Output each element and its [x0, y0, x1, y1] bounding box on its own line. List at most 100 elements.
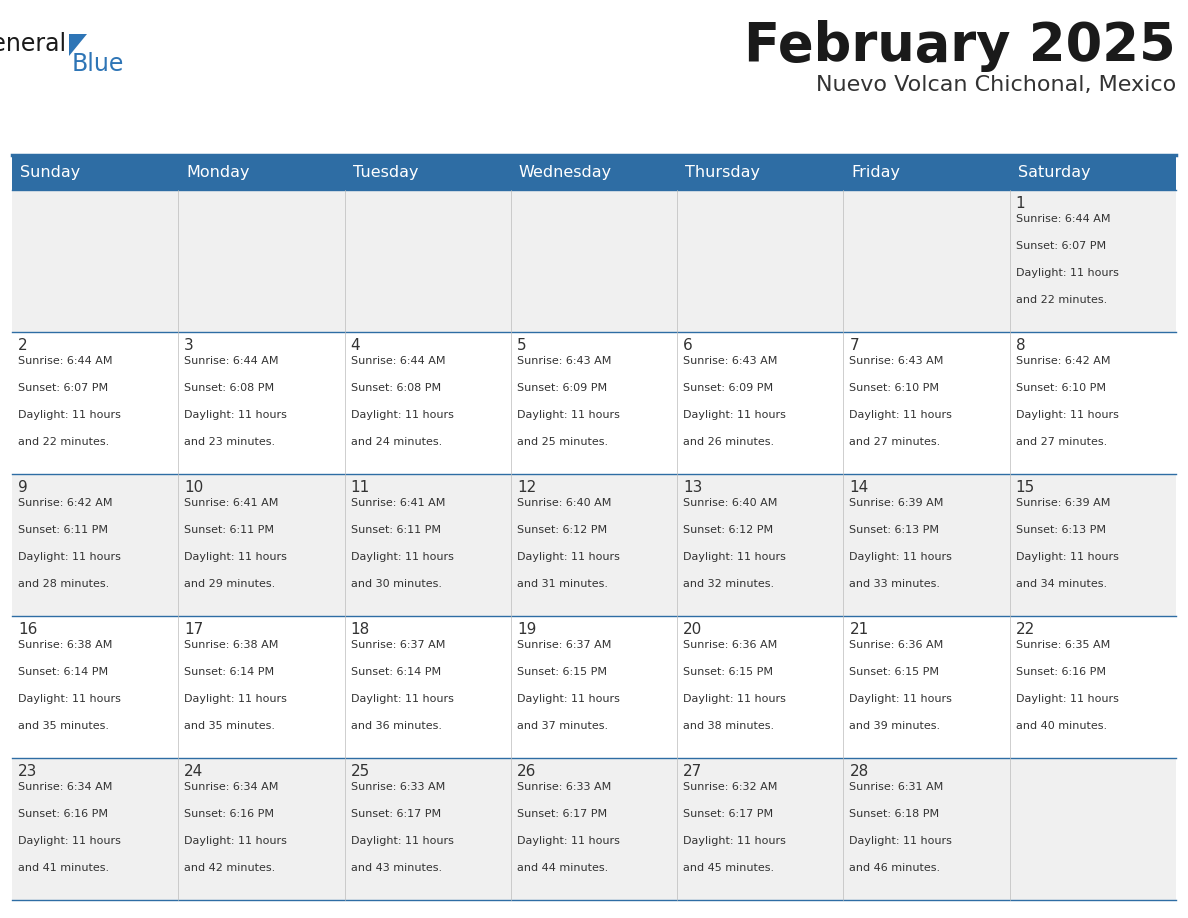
Text: Daylight: 11 hours: Daylight: 11 hours — [1016, 552, 1119, 562]
Text: Daylight: 11 hours: Daylight: 11 hours — [1016, 410, 1119, 420]
Text: 19: 19 — [517, 622, 536, 637]
Text: Daylight: 11 hours: Daylight: 11 hours — [18, 552, 121, 562]
Bar — [345, 155, 511, 190]
Text: Sunset: 6:18 PM: Sunset: 6:18 PM — [849, 809, 940, 819]
Text: Sunrise: 6:39 AM: Sunrise: 6:39 AM — [1016, 498, 1110, 508]
Text: 21: 21 — [849, 622, 868, 637]
Text: Sunrise: 6:36 AM: Sunrise: 6:36 AM — [849, 640, 943, 650]
Text: Sunrise: 6:41 AM: Sunrise: 6:41 AM — [350, 498, 446, 508]
Text: and 22 minutes.: and 22 minutes. — [18, 437, 109, 447]
Text: and 34 minutes.: and 34 minutes. — [1016, 579, 1107, 589]
Text: Sunset: 6:17 PM: Sunset: 6:17 PM — [517, 809, 607, 819]
Text: Nuevo Volcan Chichonal, Mexico: Nuevo Volcan Chichonal, Mexico — [816, 75, 1176, 95]
Bar — [12, 474, 1176, 616]
Bar — [511, 155, 677, 190]
Text: 14: 14 — [849, 480, 868, 495]
Text: Sunset: 6:16 PM: Sunset: 6:16 PM — [18, 809, 108, 819]
Text: 20: 20 — [683, 622, 702, 637]
Text: Sunrise: 6:41 AM: Sunrise: 6:41 AM — [184, 498, 279, 508]
Text: Daylight: 11 hours: Daylight: 11 hours — [184, 694, 287, 704]
Text: Sunrise: 6:32 AM: Sunrise: 6:32 AM — [683, 782, 777, 792]
Text: 9: 9 — [18, 480, 27, 495]
Text: Saturday: Saturday — [1018, 165, 1091, 180]
Text: Sunrise: 6:36 AM: Sunrise: 6:36 AM — [683, 640, 777, 650]
Text: 23: 23 — [18, 764, 37, 779]
Text: Daylight: 11 hours: Daylight: 11 hours — [517, 410, 620, 420]
Text: Daylight: 11 hours: Daylight: 11 hours — [350, 836, 454, 846]
Text: and 36 minutes.: and 36 minutes. — [350, 721, 442, 731]
Text: 4: 4 — [350, 338, 360, 353]
Text: Sunrise: 6:35 AM: Sunrise: 6:35 AM — [1016, 640, 1110, 650]
Text: Sunrise: 6:43 AM: Sunrise: 6:43 AM — [517, 356, 612, 366]
Text: and 27 minutes.: and 27 minutes. — [1016, 437, 1107, 447]
Text: Sunrise: 6:38 AM: Sunrise: 6:38 AM — [18, 640, 113, 650]
Bar — [12, 332, 1176, 474]
Text: and 40 minutes.: and 40 minutes. — [1016, 721, 1107, 731]
Text: 17: 17 — [184, 622, 203, 637]
Text: and 23 minutes.: and 23 minutes. — [184, 437, 276, 447]
Text: Daylight: 11 hours: Daylight: 11 hours — [350, 552, 454, 562]
Text: Daylight: 11 hours: Daylight: 11 hours — [350, 410, 454, 420]
Text: Sunrise: 6:33 AM: Sunrise: 6:33 AM — [350, 782, 444, 792]
Text: and 28 minutes.: and 28 minutes. — [18, 579, 109, 589]
Text: Daylight: 11 hours: Daylight: 11 hours — [350, 694, 454, 704]
Text: Friday: Friday — [852, 165, 901, 180]
Text: Sunset: 6:12 PM: Sunset: 6:12 PM — [683, 525, 773, 535]
Text: and 26 minutes.: and 26 minutes. — [683, 437, 775, 447]
Text: Sunset: 6:15 PM: Sunset: 6:15 PM — [517, 667, 607, 677]
Text: Daylight: 11 hours: Daylight: 11 hours — [517, 836, 620, 846]
Text: Sunset: 6:11 PM: Sunset: 6:11 PM — [350, 525, 441, 535]
Text: Sunrise: 6:44 AM: Sunrise: 6:44 AM — [184, 356, 279, 366]
Text: 5: 5 — [517, 338, 526, 353]
Text: Daylight: 11 hours: Daylight: 11 hours — [18, 836, 121, 846]
Text: Sunrise: 6:43 AM: Sunrise: 6:43 AM — [849, 356, 943, 366]
Bar — [677, 155, 843, 190]
Text: Daylight: 11 hours: Daylight: 11 hours — [18, 694, 121, 704]
Text: Sunrise: 6:39 AM: Sunrise: 6:39 AM — [849, 498, 943, 508]
Bar — [178, 155, 345, 190]
Text: Sunset: 6:08 PM: Sunset: 6:08 PM — [184, 383, 274, 393]
Text: Thursday: Thursday — [685, 165, 760, 180]
Text: Sunset: 6:13 PM: Sunset: 6:13 PM — [1016, 525, 1106, 535]
Text: 10: 10 — [184, 480, 203, 495]
Text: 2: 2 — [18, 338, 27, 353]
Text: Sunrise: 6:37 AM: Sunrise: 6:37 AM — [517, 640, 612, 650]
Text: Daylight: 11 hours: Daylight: 11 hours — [849, 694, 953, 704]
Text: Sunrise: 6:44 AM: Sunrise: 6:44 AM — [18, 356, 113, 366]
Text: and 30 minutes.: and 30 minutes. — [350, 579, 442, 589]
Text: and 37 minutes.: and 37 minutes. — [517, 721, 608, 731]
Text: and 41 minutes.: and 41 minutes. — [18, 863, 109, 873]
Text: Daylight: 11 hours: Daylight: 11 hours — [184, 410, 287, 420]
Text: Sunset: 6:08 PM: Sunset: 6:08 PM — [350, 383, 441, 393]
Text: Sunset: 6:16 PM: Sunset: 6:16 PM — [1016, 667, 1106, 677]
Bar — [843, 155, 1010, 190]
Text: Daylight: 11 hours: Daylight: 11 hours — [1016, 268, 1119, 278]
Text: Tuesday: Tuesday — [353, 165, 418, 180]
Text: and 45 minutes.: and 45 minutes. — [683, 863, 775, 873]
Text: Sunset: 6:07 PM: Sunset: 6:07 PM — [18, 383, 108, 393]
Text: 12: 12 — [517, 480, 536, 495]
Text: Sunrise: 6:31 AM: Sunrise: 6:31 AM — [849, 782, 943, 792]
Bar — [1010, 155, 1176, 190]
Text: Daylight: 11 hours: Daylight: 11 hours — [18, 410, 121, 420]
Text: Sunrise: 6:40 AM: Sunrise: 6:40 AM — [683, 498, 777, 508]
Text: Sunset: 6:17 PM: Sunset: 6:17 PM — [350, 809, 441, 819]
Text: Sunset: 6:10 PM: Sunset: 6:10 PM — [1016, 383, 1106, 393]
Text: Daylight: 11 hours: Daylight: 11 hours — [683, 694, 786, 704]
Text: and 29 minutes.: and 29 minutes. — [184, 579, 276, 589]
Text: Sunrise: 6:34 AM: Sunrise: 6:34 AM — [184, 782, 279, 792]
Text: Sunset: 6:11 PM: Sunset: 6:11 PM — [18, 525, 108, 535]
Text: Sunrise: 6:37 AM: Sunrise: 6:37 AM — [350, 640, 446, 650]
Text: 24: 24 — [184, 764, 203, 779]
Text: 3: 3 — [184, 338, 194, 353]
Text: Sunrise: 6:42 AM: Sunrise: 6:42 AM — [18, 498, 113, 508]
Text: and 25 minutes.: and 25 minutes. — [517, 437, 608, 447]
Text: Sunrise: 6:38 AM: Sunrise: 6:38 AM — [184, 640, 279, 650]
Text: Daylight: 11 hours: Daylight: 11 hours — [517, 694, 620, 704]
Text: Daylight: 11 hours: Daylight: 11 hours — [849, 836, 953, 846]
Text: Sunrise: 6:34 AM: Sunrise: 6:34 AM — [18, 782, 113, 792]
Text: Sunset: 6:17 PM: Sunset: 6:17 PM — [683, 809, 773, 819]
Text: Sunset: 6:07 PM: Sunset: 6:07 PM — [1016, 241, 1106, 251]
Text: Sunset: 6:09 PM: Sunset: 6:09 PM — [683, 383, 773, 393]
Text: Daylight: 11 hours: Daylight: 11 hours — [184, 836, 287, 846]
